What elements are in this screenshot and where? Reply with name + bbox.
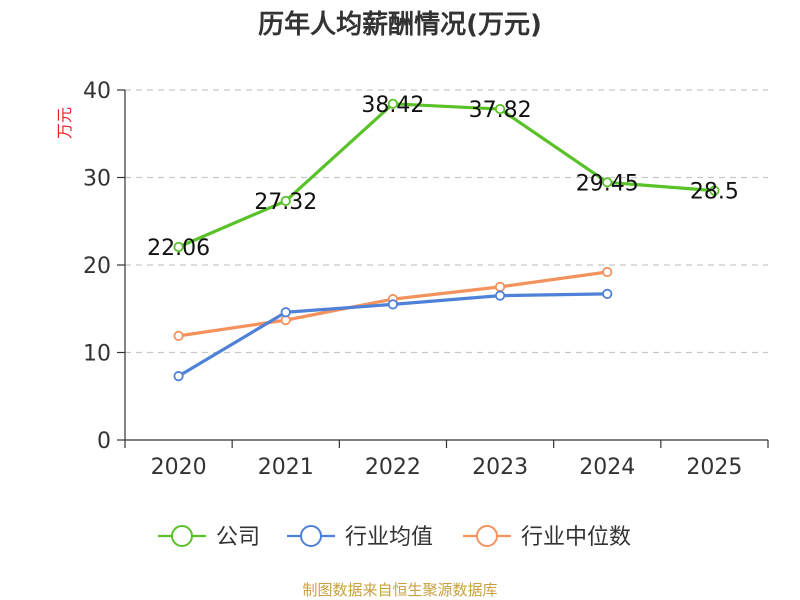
data-point bbox=[602, 177, 613, 188]
data-point bbox=[280, 195, 291, 207]
legend-swatch-marker bbox=[476, 525, 498, 547]
source-note: 制图数据来自恒生聚源数据库 bbox=[302, 581, 497, 599]
data-label: 38.42 bbox=[361, 93, 424, 118]
data-label: 37.82 bbox=[469, 98, 532, 123]
data-point bbox=[494, 103, 506, 115]
legend-label: 行业中位数 bbox=[521, 525, 631, 550]
chart-title: 历年人均薪酬情况(万元) bbox=[258, 9, 542, 40]
data-label: 27.32 bbox=[254, 190, 317, 215]
data-point bbox=[280, 307, 291, 318]
x-tick-label: 2023 bbox=[472, 455, 528, 480]
data-point bbox=[387, 299, 399, 310]
x-tick-label: 2021 bbox=[258, 455, 314, 480]
legend-swatch-marker bbox=[171, 525, 193, 547]
data-point bbox=[709, 185, 720, 196]
legend-label: 公司 bbox=[216, 525, 260, 550]
x-tick-label: 2022 bbox=[365, 455, 421, 480]
series-line bbox=[176, 102, 717, 249]
data-point bbox=[173, 371, 184, 382]
data-point bbox=[173, 330, 184, 341]
data-label: 29.45 bbox=[576, 171, 639, 196]
legend: 公司 行业均值 行业中位数 bbox=[158, 525, 631, 550]
legend-swatch-marker bbox=[300, 525, 322, 547]
data-point bbox=[494, 290, 506, 301]
y-tick-label: 10 bbox=[83, 342, 111, 367]
series-group bbox=[173, 98, 720, 382]
y-tick-label: 20 bbox=[83, 254, 111, 279]
y-axis-label: 万元 bbox=[55, 107, 74, 139]
data-label: 22.06 bbox=[147, 236, 210, 261]
x-tick-label: 2025 bbox=[686, 455, 742, 480]
data-point bbox=[494, 281, 506, 292]
data-point bbox=[602, 288, 613, 299]
y-tick-label: 0 bbox=[97, 429, 111, 454]
data-point bbox=[387, 98, 399, 109]
legend-label: 行业均值 bbox=[345, 525, 433, 550]
x-tick-label: 2024 bbox=[579, 455, 635, 480]
grid-lines bbox=[125, 89, 768, 354]
data-labels: 22.06 27.32 38.42 37.82 29.45 28.5 bbox=[147, 93, 739, 261]
y-tick-label: 30 bbox=[83, 167, 111, 192]
data-point bbox=[173, 241, 184, 253]
data-point bbox=[602, 266, 613, 278]
axes: 0 10 20 30 40 2020 2021 2022 2023 2024 2025 bbox=[83, 79, 769, 480]
x-tick-label: 2020 bbox=[151, 455, 207, 480]
y-tick-label: 40 bbox=[83, 79, 111, 104]
data-label: 28.5 bbox=[690, 180, 739, 205]
